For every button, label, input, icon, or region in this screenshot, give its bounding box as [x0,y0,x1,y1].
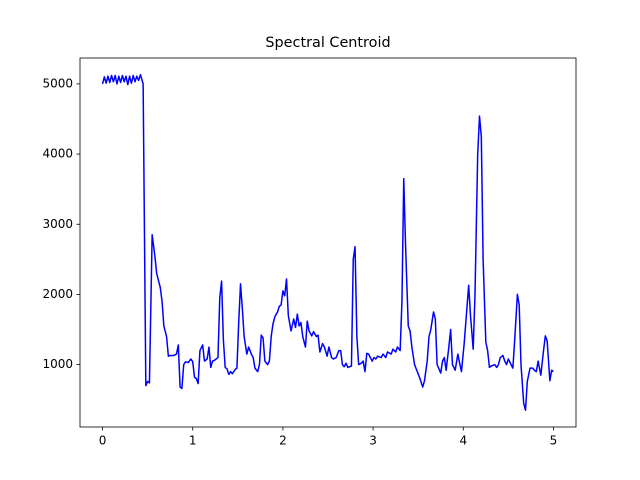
x-tick-label: 5 [550,434,558,448]
x-tick-label: 0 [99,434,107,448]
y-tick-label: 5000 [42,76,73,90]
chart-title: Spectral Centroid [265,35,390,51]
x-tick-label: 1 [189,434,197,448]
y-tick-label: 4000 [42,147,73,161]
data-line [101,74,554,411]
x-tick-label: 3 [369,434,377,448]
plot-marks [101,74,554,411]
y-tick-label: 3000 [42,217,73,231]
y-tick-label: 1000 [42,357,73,371]
x-tick-label: 2 [279,434,287,448]
y-tick-label: 2000 [42,287,73,301]
x-tick-label: 4 [459,434,467,448]
axes-frame [79,57,577,428]
